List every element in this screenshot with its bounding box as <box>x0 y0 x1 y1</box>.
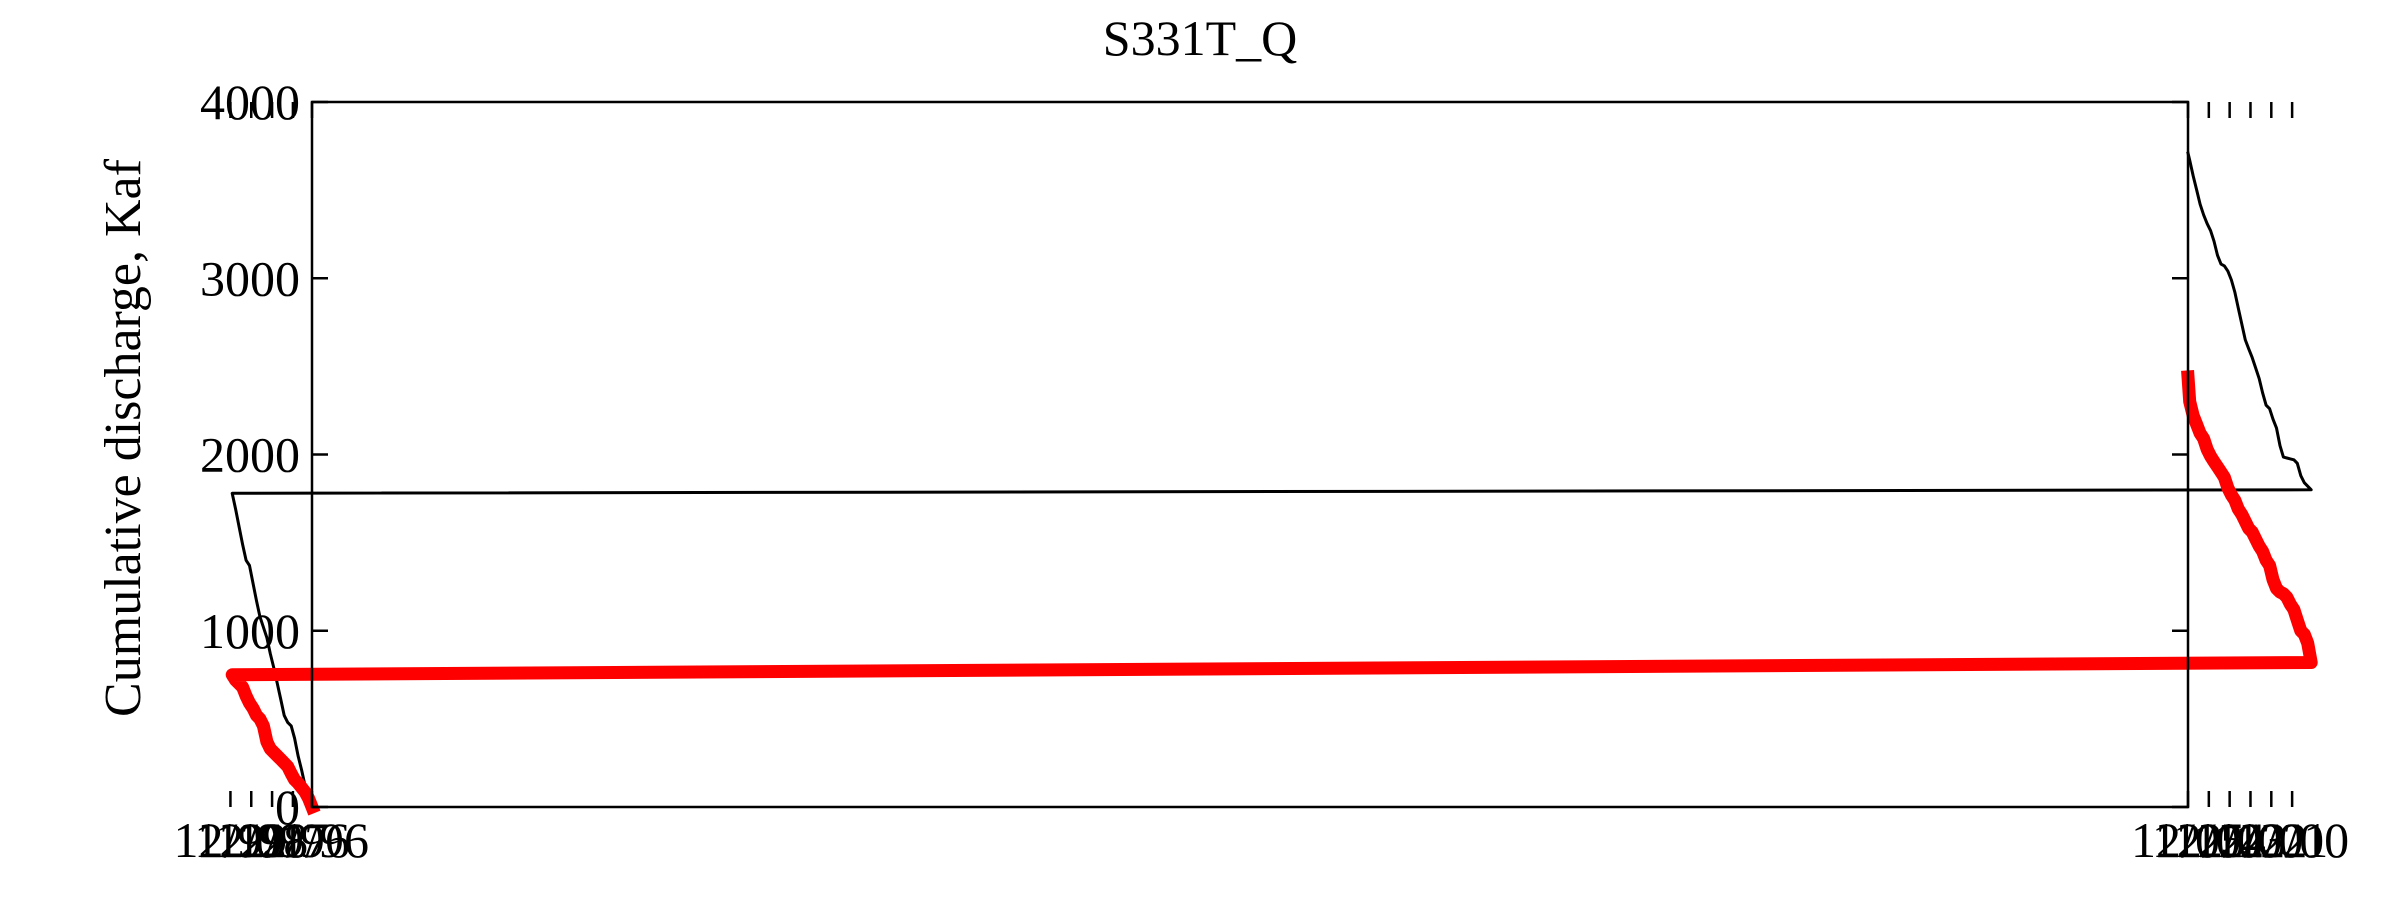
x-tick-label: 12/99 <box>173 812 287 868</box>
series-layer <box>225 151 2318 816</box>
y-axis-label: Cumulative discharge, Kaf <box>95 158 152 717</box>
x-tick-label: 12/05 <box>2131 812 2245 868</box>
x-tick-label: 12/96 <box>236 812 350 868</box>
x-tick-label: 01/96 <box>255 812 369 868</box>
chart-title: S331T_Q <box>1103 10 1297 66</box>
x-tick-label: 12/97 <box>215 812 329 868</box>
x-tick-label: 12/98 <box>194 812 308 868</box>
x-tick-label: 12/04 <box>2152 812 2266 868</box>
series-line-2 <box>225 369 2318 816</box>
x-tick-label: 12/00 <box>2235 812 2349 868</box>
x-tick-label: 12/02 <box>2194 812 2308 868</box>
x-tick-label: 12/01 <box>2214 812 2328 868</box>
y-tick-label: 1000 <box>200 603 300 659</box>
series-line-1 <box>230 151 2313 809</box>
y-tick-label: 0 <box>275 779 300 835</box>
x-tick-label: 12/03 <box>2173 812 2287 868</box>
y-tick-label: 3000 <box>200 250 300 306</box>
y-tick-label: 4000 <box>200 74 300 130</box>
y-tick-label: 2000 <box>200 427 300 483</box>
plot-frame <box>310 100 2190 809</box>
